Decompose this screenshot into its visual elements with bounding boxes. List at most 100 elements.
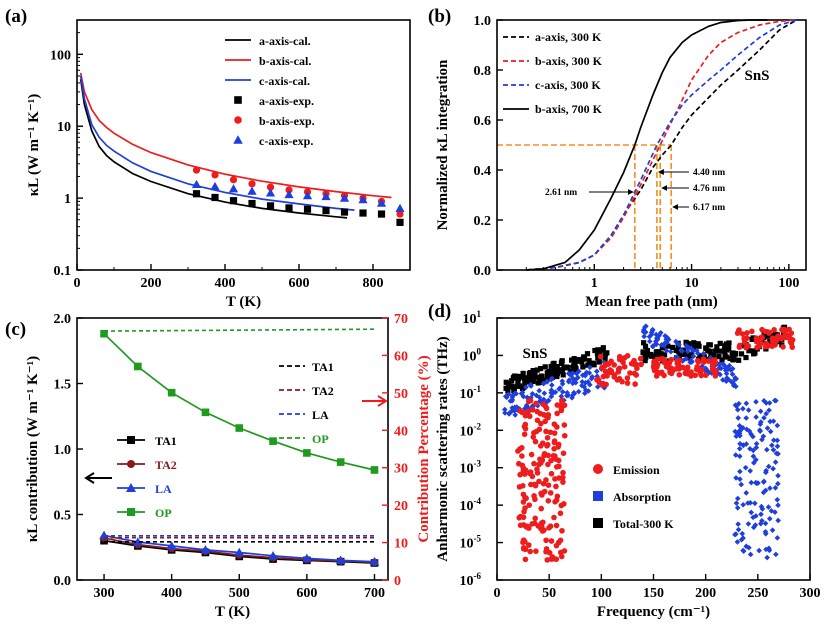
series-line (79, 75, 355, 211)
series-line (79, 72, 392, 199)
scatter-point (616, 353, 623, 360)
scatter-point (584, 351, 591, 357)
series-line (103, 333, 375, 471)
scatter-point (553, 522, 560, 529)
scatter-point (743, 400, 750, 407)
scatter-point (733, 383, 739, 390)
y-tick-label: 1.0 (54, 443, 72, 458)
scatter-point (748, 431, 754, 437)
scatter-point (722, 365, 729, 372)
scatter-point (537, 410, 544, 417)
scatter-point (573, 376, 580, 382)
scatter-point (588, 375, 595, 382)
scatter-point (738, 536, 745, 543)
data-point (191, 179, 202, 189)
scatter-point (558, 397, 565, 404)
panel-label-c: (c) (5, 319, 26, 340)
scatter-point (648, 353, 654, 359)
scatter-point (641, 340, 647, 346)
legend-marker (593, 491, 603, 501)
scatter-point (527, 469, 534, 475)
scatter-point (569, 394, 575, 401)
data-point (266, 183, 275, 191)
y-axis-label: κL contribution (W m⁻¹ K⁻¹) (25, 356, 41, 542)
legend-label: OP (155, 506, 172, 520)
scatter-point (756, 343, 763, 349)
scatter-point (691, 340, 697, 346)
scatter-point (557, 510, 564, 517)
data-point (285, 186, 293, 194)
y-tick-label: 0.6 (474, 114, 492, 129)
scatter-point (570, 370, 576, 377)
scatter-point (522, 556, 529, 563)
scatter-point (637, 355, 644, 362)
scatter-point (560, 450, 567, 457)
data-point (395, 203, 405, 212)
scatter-point (541, 390, 548, 397)
scatter-point (744, 330, 750, 336)
series-line (79, 79, 348, 219)
data-point (229, 197, 238, 205)
scatter-point (548, 538, 555, 544)
legend-label: c-axis, 300 K (535, 78, 601, 92)
scatter-point (587, 381, 593, 388)
scatter-point (558, 502, 565, 509)
scatter-point (537, 443, 544, 449)
scatter-point (729, 356, 735, 362)
scatter-point (736, 445, 743, 452)
scatter-point (624, 352, 631, 359)
scatter-point (582, 390, 588, 397)
scatter-point (770, 465, 776, 472)
scatter-point (505, 391, 512, 398)
scatter-point (690, 345, 697, 351)
scatter-point (676, 341, 682, 348)
scatter-point (506, 384, 512, 390)
scatter-point (775, 480, 781, 487)
scatter-point (579, 382, 585, 389)
scatter-point (591, 362, 597, 368)
y-right-tick-label: 20 (394, 499, 408, 514)
y-tick-label: 2.0 (54, 312, 72, 327)
x-tick-label: 300 (800, 586, 821, 601)
scatter-point (749, 336, 755, 342)
scatter-point (582, 379, 589, 386)
scatter-point (676, 365, 682, 372)
data-point (396, 218, 404, 226)
scatter-point (767, 418, 773, 425)
scatter-point (769, 442, 775, 449)
data-point (100, 329, 108, 338)
scatter-point (663, 347, 670, 354)
scatter-point (768, 508, 775, 514)
scatter-point (596, 359, 602, 365)
scatter-point (530, 376, 536, 383)
series-line (103, 328, 375, 332)
y-tick-label: 10 (57, 120, 71, 135)
scatter-point (780, 327, 786, 333)
scatter-point (753, 414, 759, 420)
scatter-point (529, 403, 536, 409)
scatter-point (736, 400, 742, 407)
scatter-point (543, 405, 550, 412)
scatter-point (516, 376, 522, 382)
scatter-point (716, 353, 722, 360)
scatter-point (769, 527, 776, 533)
scatter-point (654, 361, 661, 368)
scatter-point (559, 378, 566, 384)
right-axis-arrow (362, 395, 388, 407)
scatter-point (599, 364, 605, 371)
scatter-point (646, 338, 653, 345)
scatter-point (553, 371, 559, 377)
scatter-point (514, 404, 520, 410)
y-tick-label: 0.1 (54, 264, 72, 279)
scatter-point (530, 370, 537, 376)
y-right-tick-label: 60 (394, 349, 408, 364)
scatter-point (767, 485, 773, 491)
scatter-point (573, 365, 579, 372)
scatter-point (678, 347, 684, 354)
scatter-point (683, 369, 689, 375)
scatter-point (694, 364, 700, 370)
scatter-point (784, 334, 790, 341)
scatter-point (548, 470, 555, 477)
scatter-point (549, 375, 555, 382)
scatter-point (703, 372, 709, 378)
